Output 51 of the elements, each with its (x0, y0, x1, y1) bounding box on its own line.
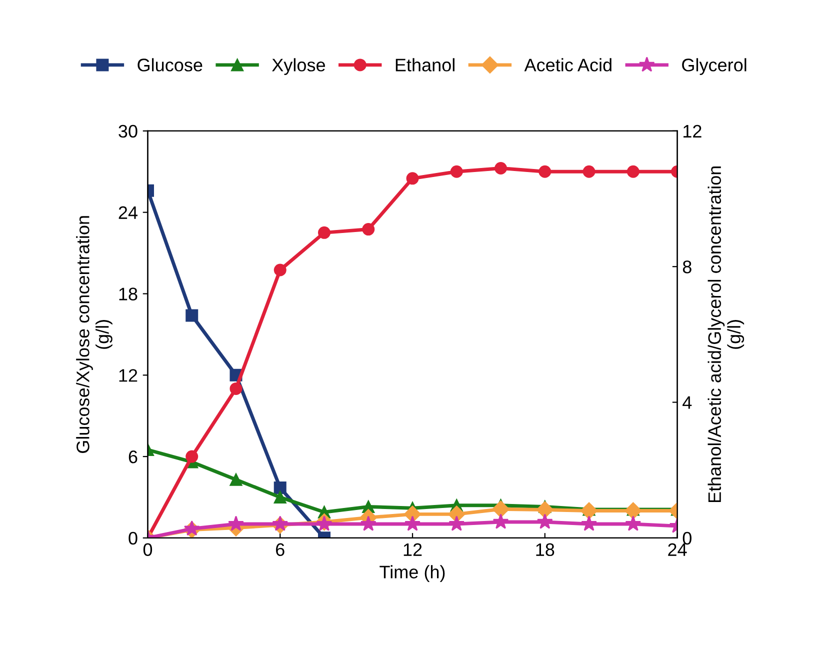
x-axis-title: Time (h) (380, 565, 445, 582)
legend-label: Glycerol (682, 58, 746, 76)
x-tick-label: 12 (404, 543, 422, 556)
point (450, 165, 463, 178)
legend-label: Ethanol (396, 58, 454, 72)
point (538, 165, 552, 178)
point (582, 165, 596, 178)
point (318, 226, 331, 239)
x-tick-label: 6 (276, 543, 284, 556)
point (404, 516, 420, 531)
point (626, 165, 640, 178)
point (360, 516, 376, 531)
point (624, 502, 642, 520)
point (230, 382, 242, 395)
point (272, 516, 288, 531)
point (536, 501, 554, 518)
x-tick-label: 18 (536, 543, 554, 556)
point (448, 516, 465, 531)
point (186, 450, 198, 463)
x-tick-label: 0 (143, 543, 152, 556)
legend-label: Glucose (138, 58, 202, 72)
point (580, 502, 598, 520)
point (228, 516, 244, 531)
point (406, 172, 419, 185)
point (274, 490, 286, 504)
y-tick-label: 24 (118, 206, 138, 219)
point (494, 162, 508, 174)
y-tick-label: 0 (128, 532, 138, 545)
legend-label: Xylose (272, 58, 325, 76)
point (492, 514, 509, 529)
x-tick-label: 24 (668, 543, 687, 556)
y2-tick-label: 12 (684, 124, 702, 138)
point (230, 473, 242, 486)
y-tick-label: 18 (119, 288, 138, 300)
y-tick-label: 6 (128, 450, 138, 464)
point (625, 516, 642, 531)
y2-tick-label: 0 (682, 532, 692, 545)
y2-axis-title: Ethanol/Acetic acid/Glycerol concentration (g/l) (708, 166, 744, 502)
point (186, 309, 198, 322)
y2-tick-label: 4 (682, 396, 692, 409)
y-tick-label: 12 (119, 369, 138, 382)
point (274, 264, 286, 276)
point (274, 481, 286, 494)
point (492, 500, 510, 518)
point (536, 514, 553, 529)
point (362, 223, 375, 236)
y-axis-title: Glucose/Xylose concentration (g/l) (76, 216, 112, 453)
legend-label: Acetic Acid (524, 58, 612, 72)
y2-tick-label: 8 (682, 260, 692, 274)
point (581, 516, 597, 531)
y-tick-label: 30 (118, 124, 138, 138)
